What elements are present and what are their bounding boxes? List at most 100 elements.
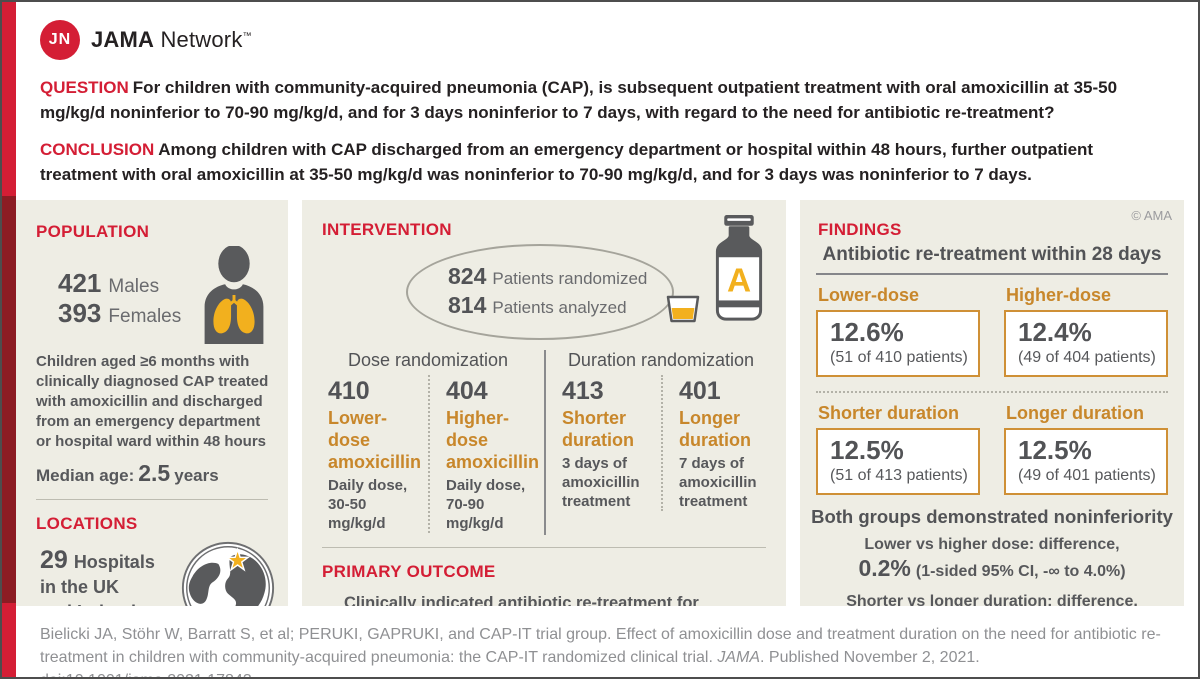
findings-dotted-divider [816,391,1168,393]
females-label: Females [108,306,182,327]
findings-subtitle: Antibiotic re-treatment within 28 days [816,244,1168,275]
brand-name-jama: JAMA [91,27,155,52]
shorter-duration-group: 413 Shorter duration 3 days of amoxicill… [546,375,661,511]
conclusion-text: Among children with CAP discharged from … [40,140,1094,184]
lower-dose-percent: 12.6% [830,317,904,347]
intervention-title: INTERVENTION [322,220,452,239]
left-accent-stripe [2,2,16,677]
dose-comparison-value-line: 0.2% (1-sided 95% CI, -∞ to 4.0%) [800,555,1184,585]
stripe-bottom-red [2,603,16,677]
males-label: Males [108,276,160,297]
citation-part1: Bielicki JA, Stöhr W, Barratt S, et al; … [40,626,1161,666]
conclusion-label: CONCLUSION [40,140,155,159]
higher-dose-n: 404 [446,377,488,405]
findings-panel: © AMA FINDINGS Antibiotic re-treatment w… [800,200,1184,606]
citation-journal: JAMA [717,649,761,666]
dose-comparison: Lower vs higher dose: difference, 0.2% (1… [800,535,1184,585]
lower-dose-name: Lower-dose amoxicillin [328,408,422,472]
locations-line3: and Ireland [40,600,155,606]
dose-results-row: Lower-dose 12.6% (51 of 410 patients) Hi… [816,279,1168,377]
dose-randomization: Dose randomization 410 Lower-dose amoxic… [312,350,544,535]
conclusion-paragraph: CONCLUSION Among children with CAP discha… [40,137,1174,187]
higher-dose-result-box: 12.4% (49 of 404 patients) [1004,310,1168,377]
longer-duration-percent: 12.5% [1018,435,1092,465]
hospitals-word: Hospitals [73,552,155,572]
population-counts-row: 421 Males 393 Females [36,246,274,344]
higher-dose-patients: (49 of 404 patients) [1018,349,1156,366]
longer-duration-result-label: Longer duration [1006,403,1144,423]
population-panel: POPULATION 421 Males 393 Females Children … [16,200,288,606]
shorter-duration-percent: 12.5% [830,435,904,465]
shorter-duration-name: Shorter duration [562,408,634,450]
longer-duration-group: 401 Longer duration 7 days of amoxicilli… [661,375,776,511]
higher-dose-group: 404 Higher-dose amoxicillin Daily dose, … [428,375,544,533]
panels-row: POPULATION 421 Males 393 Females Children … [16,200,1184,606]
lower-dose-detail: Daily dose, 30-50 mg/kg/d [328,477,408,532]
males-count-line: 421 Males [58,270,181,300]
jama-network-logo: JN JAMA Network™ [40,20,1174,60]
primary-outcome-title: PRIMARY OUTCOME [322,562,496,581]
ama-copyright: © AMA [1131,208,1172,223]
person-with-lungs-icon [204,246,264,344]
randomized-label: Patients randomized [492,269,648,288]
stripe-top-red [2,2,16,196]
trademark-symbol: ™ [242,30,252,41]
duration-results-row: Shorter duration 12.5% (51 of 413 patien… [816,397,1168,495]
longer-duration-patients: (49 of 401 patients) [1018,467,1156,484]
lower-dose-group: 410 Lower-dose amoxicillin Daily dose, 3… [312,375,428,533]
brand-name: JAMA Network™ [91,27,252,53]
locations-line2: in the UK [40,577,119,597]
locations-line1: 29 Hospitals [40,548,155,575]
randomized-value: 824 [448,263,487,289]
duration-randomization-header: Duration randomization [567,350,755,370]
randomization-section: Dose randomization 410 Lower-dose amoxic… [312,350,776,535]
shorter-duration-detail: 3 days of amoxicillin treatment [562,455,640,510]
duration-groups: 413 Shorter duration 3 days of amoxicill… [546,375,776,511]
higher-dose-result: Higher-dose 12.4% (49 of 404 patients) [1004,279,1168,377]
duration-comparison: Shorter vs longer duration: difference, … [800,592,1184,606]
lower-dose-result-box: 12.6% (51 of 410 patients) [816,310,980,377]
question-label: QUESTION [40,78,129,97]
median-age-line: Median age: 2.5 years [36,460,288,487]
dose-difference-ci: (1-sided 95% CI, -∞ to 4.0%) [915,563,1126,580]
findings-title: FINDINGS [818,220,902,239]
question-text: For children with community-acquired pne… [40,78,1118,122]
jn-logo-initials: JN [48,31,72,48]
dose-randomization-header: Dose randomization [347,350,509,370]
globe-icon [181,541,275,606]
females-count-line: 393 Females [58,300,181,330]
median-age-unit: years [174,466,219,485]
question-paragraph: QUESTION For children with community-acqu… [40,75,1174,125]
lower-dose-result-label: Lower-dose [818,285,920,305]
intervention-outcome-divider [322,547,766,548]
medicine-icons: A [665,214,774,324]
hospitals-count: 29 [40,546,68,574]
longer-duration-n: 401 [679,377,721,405]
primary-outcome-text: Clinically indicated antibiotic re-treat… [344,594,699,606]
analyzed-label: Patients analyzed [492,298,627,317]
analyzed-value: 814 [448,292,487,318]
citation: Bielicki JA, Stöhr W, Barratt S, et al; … [16,606,1198,677]
dose-comparison-label: Lower vs higher dose: difference, [864,536,1120,553]
locations-title: LOCATIONS [36,514,138,533]
longer-duration-result: Longer duration 12.5% (49 of 401 patient… [1004,397,1168,495]
females-value: 393 [58,298,102,328]
longer-duration-result-box: 12.5% (49 of 401 patients) [1004,428,1168,495]
dose-groups: 410 Lower-dose amoxicillin Daily dose, 3… [312,375,544,533]
patients-randomized-line: 824 Patients randomized [448,263,672,292]
lower-dose-result: Lower-dose 12.6% (51 of 410 patients) [816,279,980,377]
sex-counts: 421 Males 393 Females [58,270,181,330]
patients-oval: 824 Patients randomized 814 Patients analy… [406,244,674,340]
higher-dose-detail: Daily dose, 70-90 mg/kg/d [446,477,526,532]
dosing-cup-icon [666,295,700,323]
shorter-duration-patients: (51 of 413 patients) [830,467,968,484]
shorter-duration-result-box: 12.5% (51 of 413 patients) [816,428,980,495]
bottle-letter: A [727,263,751,300]
stripe-middle-maroon [2,196,16,603]
shorter-duration-result-label: Shorter duration [818,403,960,423]
median-age-label: Median age: [36,466,135,485]
amoxicillin-bottle-icon: A [715,214,763,321]
